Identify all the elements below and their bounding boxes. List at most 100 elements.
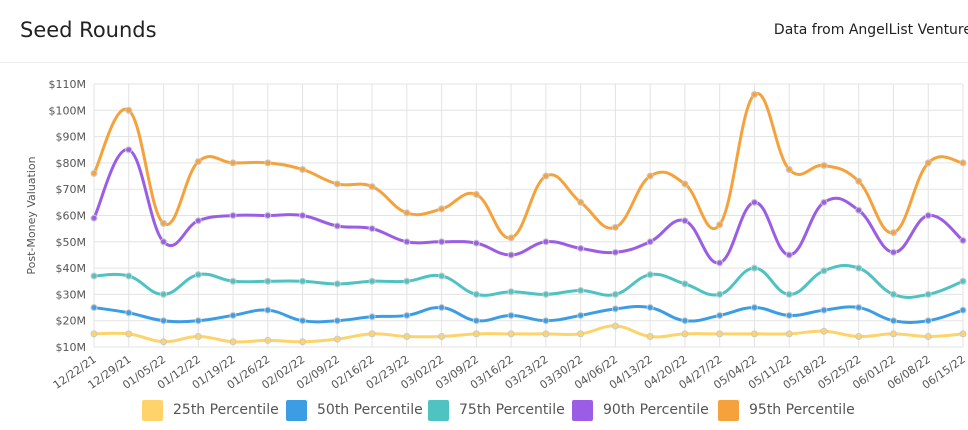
data-point[interactable] <box>438 304 446 312</box>
data-point[interactable] <box>299 212 307 219</box>
data-point[interactable] <box>959 330 967 338</box>
data-point[interactable] <box>229 311 237 319</box>
data-point[interactable] <box>90 272 98 280</box>
data-point[interactable] <box>368 183 376 191</box>
data-point[interactable] <box>542 238 550 246</box>
data-point[interactable] <box>785 311 793 319</box>
data-point[interactable] <box>611 322 619 330</box>
data-point[interactable] <box>681 217 689 225</box>
data-point[interactable] <box>611 290 619 298</box>
data-point[interactable] <box>889 229 897 237</box>
data-point[interactable] <box>472 239 480 247</box>
data-point[interactable] <box>820 327 828 335</box>
data-point[interactable] <box>229 212 237 219</box>
data-point[interactable] <box>750 304 758 312</box>
data-point[interactable] <box>403 209 411 217</box>
data-point[interactable] <box>264 306 272 314</box>
data-point[interactable] <box>90 330 98 338</box>
data-point[interactable] <box>368 330 376 338</box>
data-point[interactable] <box>855 177 863 185</box>
data-point[interactable] <box>333 180 341 188</box>
data-point[interactable] <box>160 338 168 346</box>
data-point[interactable] <box>264 212 272 219</box>
data-point[interactable] <box>472 190 480 198</box>
data-point[interactable] <box>924 159 932 167</box>
data-point[interactable] <box>924 332 932 340</box>
data-point[interactable] <box>403 277 411 285</box>
data-point[interactable] <box>889 248 897 256</box>
data-point[interactable] <box>681 317 689 325</box>
data-point[interactable] <box>194 271 202 279</box>
data-point[interactable] <box>577 311 585 319</box>
data-point[interactable] <box>750 91 758 99</box>
data-point[interactable] <box>855 304 863 312</box>
data-point[interactable] <box>889 330 897 338</box>
data-point[interactable] <box>924 212 932 219</box>
data-point[interactable] <box>160 219 168 227</box>
data-point[interactable] <box>368 277 376 285</box>
data-point[interactable] <box>750 264 758 272</box>
data-point[interactable] <box>716 290 724 298</box>
data-point[interactable] <box>438 205 446 213</box>
data-point[interactable] <box>750 198 758 206</box>
data-point[interactable] <box>681 330 689 338</box>
data-point[interactable] <box>646 238 654 246</box>
data-point[interactable] <box>542 172 550 180</box>
data-point[interactable] <box>403 332 411 340</box>
data-point[interactable] <box>229 277 237 285</box>
data-point[interactable] <box>820 267 828 275</box>
data-point[interactable] <box>299 338 307 346</box>
data-point[interactable] <box>611 223 619 231</box>
data-point[interactable] <box>125 272 133 280</box>
data-point[interactable] <box>716 330 724 338</box>
data-point[interactable] <box>716 221 724 229</box>
data-point[interactable] <box>333 280 341 288</box>
data-point[interactable] <box>299 317 307 325</box>
data-point[interactable] <box>507 234 515 242</box>
data-point[interactable] <box>333 222 341 230</box>
series-line-50th-percentile[interactable] <box>92 305 965 324</box>
data-point[interactable] <box>681 280 689 288</box>
data-point[interactable] <box>924 290 932 298</box>
data-point[interactable] <box>681 180 689 188</box>
series-line-90th-percentile[interactable] <box>92 148 965 265</box>
data-point[interactable] <box>785 330 793 338</box>
data-point[interactable] <box>472 317 480 325</box>
data-point[interactable] <box>959 306 967 314</box>
data-point[interactable] <box>507 288 515 296</box>
data-point[interactable] <box>194 217 202 225</box>
data-point[interactable] <box>716 311 724 319</box>
data-point[interactable] <box>820 162 828 170</box>
data-point[interactable] <box>611 248 619 256</box>
data-point[interactable] <box>438 332 446 340</box>
data-point[interactable] <box>646 271 654 279</box>
data-point[interactable] <box>472 330 480 338</box>
data-point[interactable] <box>889 317 897 325</box>
data-point[interactable] <box>299 277 307 285</box>
legend-item-95th-percentile[interactable]: 95th Percentile <box>718 397 855 423</box>
data-point[interactable] <box>646 332 654 340</box>
data-point[interactable] <box>90 214 98 222</box>
data-point[interactable] <box>229 338 237 346</box>
data-point[interactable] <box>438 272 446 280</box>
data-point[interactable] <box>924 317 932 325</box>
data-point[interactable] <box>403 238 411 246</box>
data-point[interactable] <box>507 330 515 338</box>
data-point[interactable] <box>403 311 411 319</box>
data-point[interactable] <box>125 330 133 338</box>
data-point[interactable] <box>160 238 168 246</box>
data-point[interactable] <box>333 317 341 325</box>
data-point[interactable] <box>507 251 515 259</box>
data-point[interactable] <box>577 244 585 252</box>
data-point[interactable] <box>750 330 758 338</box>
data-point[interactable] <box>611 305 619 313</box>
data-point[interactable] <box>855 206 863 214</box>
data-point[interactable] <box>855 264 863 272</box>
legend-item-75th-percentile[interactable]: 75th Percentile <box>428 397 565 423</box>
data-point[interactable] <box>125 146 133 154</box>
data-point[interactable] <box>299 165 307 173</box>
data-point[interactable] <box>368 225 376 233</box>
data-point[interactable] <box>229 159 237 167</box>
data-point[interactable] <box>542 317 550 325</box>
data-point[interactable] <box>194 332 202 340</box>
